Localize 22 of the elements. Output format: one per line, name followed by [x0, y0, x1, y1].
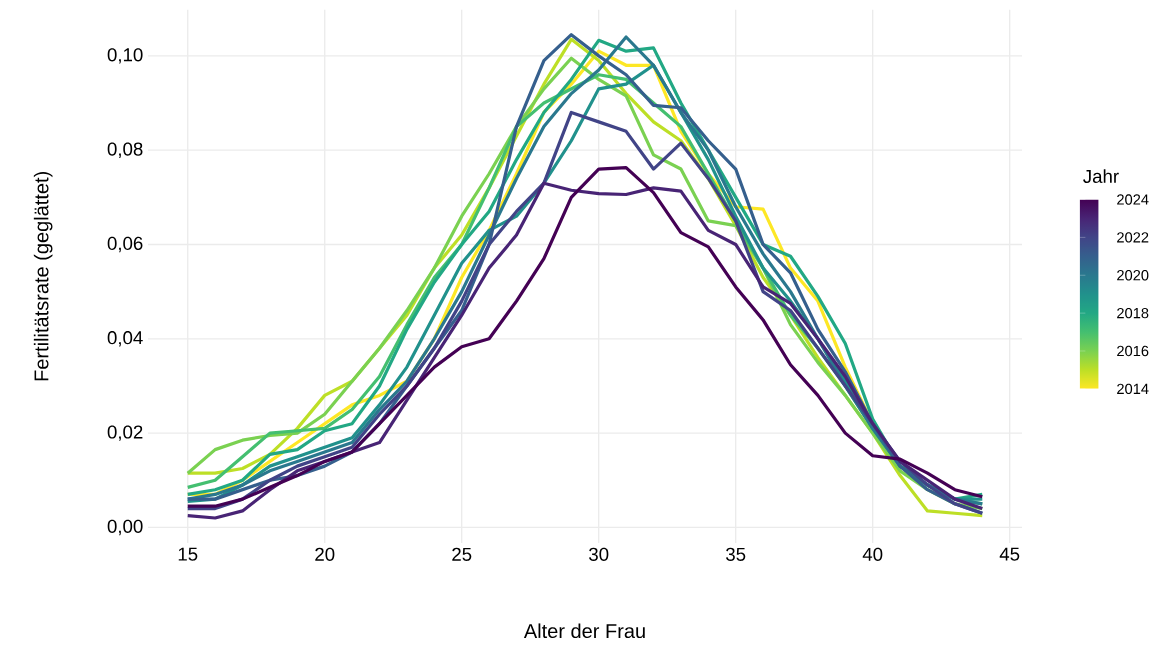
x-tick-label: 30	[589, 547, 609, 561]
y-tick-label: 0,04	[107, 331, 143, 347]
y-tick-label: 0,08	[107, 142, 143, 158]
color-bar-label: 2014	[1117, 383, 1149, 395]
x-tick-label: 15	[178, 547, 198, 561]
color-bar-label: 2018	[1117, 307, 1149, 319]
x-tick-label: 40	[862, 547, 883, 561]
color-bar-label: 2024	[1117, 194, 1149, 205]
color-bar-title: Jahr	[1083, 169, 1119, 184]
x-tick-label: 35	[726, 547, 746, 561]
y-tick-label: 0,02	[107, 425, 143, 441]
y-tick-label: 0,00	[107, 519, 143, 536]
y-axis-title: Fertilitätsrate (geglättet)	[33, 172, 53, 381]
x-tick-label: 25	[452, 547, 472, 561]
color-bar-label: 2020	[1117, 270, 1149, 281]
x-axis-title: Alter der Frau	[523, 623, 645, 639]
y-tick-label: 0,06	[107, 236, 143, 253]
x-tick-label: 45	[999, 547, 1020, 561]
color-bar-label: 2022	[1117, 232, 1149, 243]
color-bar-label: 2016	[1117, 345, 1149, 357]
y-tick-label: 0,10	[107, 48, 143, 64]
x-tick-label: 20	[315, 547, 335, 561]
